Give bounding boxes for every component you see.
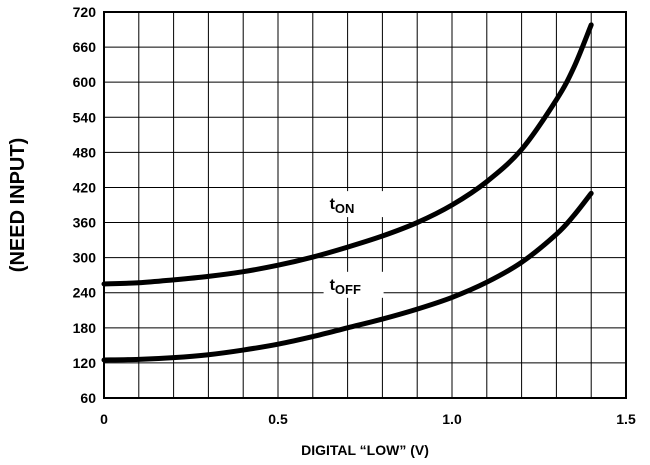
y-tick-label: 660 — [73, 39, 97, 55]
y-tick-label: 240 — [73, 285, 97, 301]
y-tick-label: 540 — [73, 109, 97, 125]
y-tick-label: 480 — [73, 144, 97, 160]
y-tick-label: 600 — [73, 74, 97, 90]
y-tick-label: 120 — [73, 355, 97, 371]
curve-labels: tON tOFF — [323, 191, 384, 298]
y-tick-label: 60 — [80, 390, 96, 406]
series-label-toff: tOFF — [330, 277, 361, 297]
x-axis-ticks: 0 0.5 1.0 1.5 — [100, 411, 636, 427]
y-tick-label: 180 — [73, 320, 97, 336]
y-axis-label: (NEED INPUT) — [7, 138, 29, 272]
grid — [104, 12, 626, 398]
y-tick-label: 300 — [73, 250, 97, 266]
series-label-ton: tON — [330, 196, 355, 216]
series-line-toff — [101, 190, 594, 363]
x-tick-label: 0.5 — [268, 411, 288, 427]
plot-frame — [103, 11, 627, 399]
x-tick-label: 0 — [100, 411, 108, 427]
series-label-knockout — [323, 271, 384, 298]
y-tick-label: 420 — [73, 179, 97, 195]
y-tick-label: 720 — [73, 4, 97, 20]
x-axis-label: DIGITAL “LOW” (V) — [301, 442, 429, 458]
x-tick-label: 1.5 — [616, 411, 636, 427]
series-label-knockout — [323, 191, 384, 218]
y-tick-label: 360 — [73, 215, 97, 231]
x-tick-label: 1.0 — [442, 411, 462, 427]
y-axis-ticks: 60 120 180 240 300 360 420 480 540 600 660 720 — [73, 4, 97, 406]
curves — [101, 22, 594, 363]
series-line-ton — [101, 22, 594, 287]
